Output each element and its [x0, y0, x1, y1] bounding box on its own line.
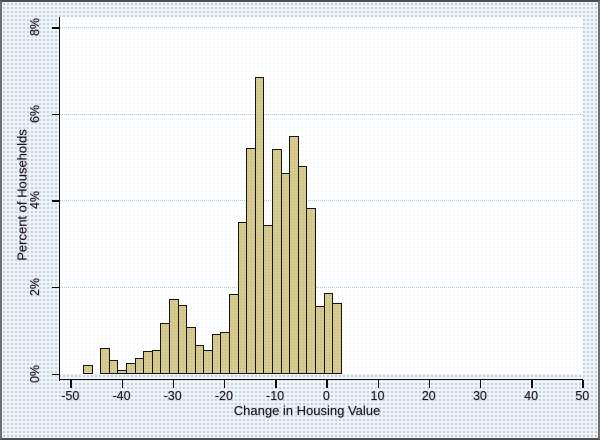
- x-tick-label: 30: [472, 389, 487, 403]
- x-tick-label: 40: [524, 389, 539, 403]
- y-tick: [51, 373, 59, 375]
- x-tick: [223, 379, 226, 388]
- histogram-bar: [332, 302, 342, 375]
- x-tick-label: -40: [112, 389, 131, 403]
- gridline-8pct: [60, 27, 583, 29]
- x-axis-title: Change in Housing Value: [233, 403, 381, 418]
- y-tick: [51, 286, 59, 289]
- gridline-4pct: [60, 200, 583, 202]
- x-tick: [479, 379, 482, 388]
- x-tick: [275, 379, 277, 388]
- x-tick-label: 50: [575, 389, 590, 403]
- y-tick: [51, 113, 59, 116]
- histogram-bar: [108, 359, 119, 375]
- x-tick-label: -20: [214, 389, 233, 403]
- x-tick: [172, 379, 175, 388]
- x-tick-label: -10: [266, 389, 285, 403]
- gridline-2pct: [60, 286, 583, 288]
- y-tick-label: 6%: [28, 104, 42, 123]
- histogram-bar: [306, 207, 316, 375]
- y-tick-label: 0%: [28, 364, 42, 383]
- x-tick-label: 10: [370, 389, 385, 403]
- y-tick-label: 2%: [28, 277, 42, 296]
- y-tick-label: 8%: [28, 18, 42, 37]
- x-tick-label: -30: [163, 389, 182, 403]
- x-tick: [531, 379, 533, 388]
- x-tick: [70, 379, 72, 388]
- x-tick: [326, 379, 328, 388]
- histogram-bar: [83, 364, 93, 375]
- y-axis-line: [58, 17, 60, 381]
- x-tick: [582, 379, 584, 388]
- x-tick: [377, 379, 379, 388]
- x-tick: [428, 379, 431, 388]
- gridline-6pct: [60, 113, 583, 115]
- x-tick-label: 20: [421, 389, 436, 403]
- y-tick: [51, 200, 59, 202]
- x-axis-line: [58, 378, 583, 380]
- y-tick-label: 4%: [28, 191, 42, 210]
- x-tick-label: -50: [61, 389, 80, 403]
- y-tick: [51, 27, 59, 29]
- x-tick: [121, 379, 123, 388]
- x-tick-label: 0: [322, 389, 330, 403]
- plot-area: [60, 17, 583, 374]
